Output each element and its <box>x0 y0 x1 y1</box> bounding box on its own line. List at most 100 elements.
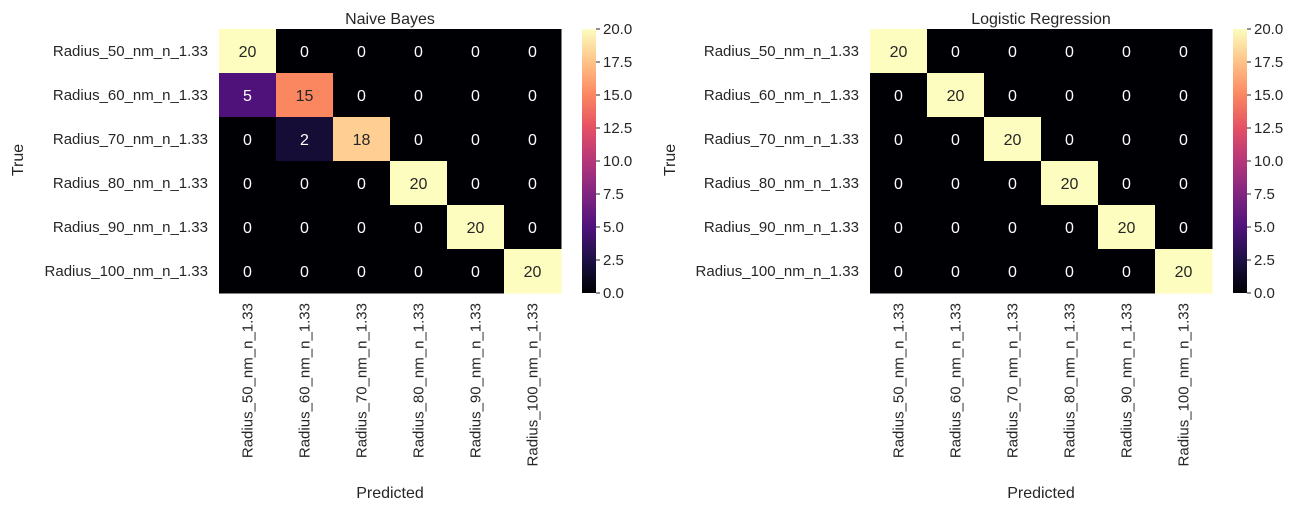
colorbar-tick-label: 2.5 <box>1254 252 1275 269</box>
heatmap-cell <box>390 29 448 74</box>
panel-naive-bayes: Naive Bayes 20 0 0 0 0 0 5 15 0 0 0 0 0 2 18 0 0 0 0 0 0 20 0 0… <box>10 11 632 502</box>
heatmap-cell <box>333 161 391 206</box>
cell-value-label: 0 <box>894 132 903 149</box>
heatmap-cell <box>390 205 448 250</box>
cell-value-label: 20 <box>947 88 965 105</box>
heatmap-cell <box>447 73 505 118</box>
cell-value-label: 2 <box>300 132 309 149</box>
cell-value-label: 20 <box>467 220 485 237</box>
heatmap-cell <box>1155 249 1213 294</box>
heatmap-cell <box>1041 117 1099 162</box>
x-tick-label: Radius_100_nm_n_1.33 <box>1176 303 1193 466</box>
cell-value-label: 20 <box>524 264 542 281</box>
colorbar-ticks: 0.0 2.5 5.0 7.5 10.0 12.5 15.0 17.5 20.0 <box>596 21 632 302</box>
heatmap-cell <box>1098 205 1156 250</box>
cell-value-label: 0 <box>243 132 252 149</box>
cell-value-label: 0 <box>951 264 960 281</box>
cell-value-label: 0 <box>471 176 480 193</box>
colorbar <box>1233 29 1247 293</box>
cell-value-label: 0 <box>357 44 366 61</box>
cell-value-label: 0 <box>1122 88 1131 105</box>
cell-value-label: 18 <box>353 132 371 149</box>
x-tick-labels: Radius_50_nm_n_1.33 Radius_60_nm_n_1.33 Ra… <box>891 303 1193 466</box>
y-axis-label: True <box>662 144 679 176</box>
heatmap-cell <box>984 249 1042 294</box>
cell-value-label: 0 <box>528 44 537 61</box>
heatmap-cell <box>1041 73 1099 118</box>
heatmap-cell <box>390 249 448 294</box>
heatmap-cell <box>1041 249 1099 294</box>
cell-value-label: 0 <box>414 264 423 281</box>
heatmap-cell <box>984 205 1042 250</box>
cell-value-label: 20 <box>1061 176 1079 193</box>
heatmap-cell <box>390 73 448 118</box>
heatmap-cell <box>333 205 391 250</box>
cell-value-label: 0 <box>1008 264 1017 281</box>
heatmap-cells: 20 0 0 0 0 0 5 15 0 0 0 0 0 2 18 0 0 0 0 0 0 20 0 0 0 0 0 0 20 0 0 0 0 0 0… <box>219 29 562 294</box>
heatmap-cell <box>276 205 334 250</box>
cell-value-label: 0 <box>300 44 309 61</box>
colorbar-tick-label: 17.5 <box>603 54 632 71</box>
cell-value-label: 0 <box>414 220 423 237</box>
y-tick-label: Radius_70_nm_n_1.33 <box>704 131 859 148</box>
colorbar <box>582 29 596 293</box>
cell-value-label: 0 <box>1065 88 1074 105</box>
heatmap-cell <box>984 161 1042 206</box>
cell-value-label: 0 <box>471 88 480 105</box>
heatmap-cell <box>1098 117 1156 162</box>
chart-title: Logistic Regression <box>971 11 1111 28</box>
cell-value-label: 0 <box>1179 44 1188 61</box>
heatmap-cell <box>1098 161 1156 206</box>
heatmap-cell <box>276 73 334 118</box>
heatmap-cell <box>504 249 562 294</box>
colorbar-tick-label: 12.5 <box>1254 120 1283 137</box>
heatmap-cell <box>1155 73 1213 118</box>
cell-value-label: 0 <box>414 132 423 149</box>
cell-value-label: 0 <box>357 264 366 281</box>
heatmap-cell <box>984 29 1042 74</box>
cell-value-label: 0 <box>528 220 537 237</box>
cell-value-label: 0 <box>528 132 537 149</box>
heatmap-cell <box>1041 205 1099 250</box>
cell-value-label: 0 <box>951 132 960 149</box>
y-tick-label: Radius_60_nm_n_1.33 <box>704 87 859 104</box>
heatmap-cell <box>333 29 391 74</box>
heatmap-cell <box>870 117 928 162</box>
x-tick-label: Radius_50_nm_n_1.33 <box>891 303 908 458</box>
heatmap-cell <box>276 29 334 74</box>
heatmap-cell <box>219 161 277 206</box>
heatmap-cell <box>1041 161 1099 206</box>
chart-title: Naive Bayes <box>345 11 435 28</box>
y-tick-labels: Radius_50_nm_n_1.33 Radius_60_nm_n_1.33 Ra… <box>696 43 859 280</box>
heatmap-cell <box>333 117 391 162</box>
heatmap-cell <box>870 29 928 74</box>
cell-value-label: 0 <box>471 264 480 281</box>
cell-value-label: 0 <box>243 220 252 237</box>
cell-value-label: 0 <box>243 264 252 281</box>
heatmap-cell <box>870 161 928 206</box>
cell-value-label: 0 <box>951 220 960 237</box>
cell-value-label: 20 <box>1004 132 1022 149</box>
y-axis-label: True <box>10 144 27 176</box>
cell-value-label: 0 <box>1065 44 1074 61</box>
cell-value-label: 20 <box>410 176 428 193</box>
heatmap-cell <box>447 29 505 74</box>
x-tick-label: Radius_80_nm_n_1.33 <box>411 303 428 458</box>
cell-value-label: 0 <box>300 264 309 281</box>
cell-value-label: 0 <box>1179 88 1188 105</box>
heatmap-cell <box>333 249 391 294</box>
y-tick-label: Radius_100_nm_n_1.33 <box>696 263 859 280</box>
heatmap-cell <box>1155 29 1213 74</box>
cell-value-label: 0 <box>951 44 960 61</box>
colorbar-tick-label: 0.0 <box>603 285 624 302</box>
colorbar-tick-label: 20.0 <box>1254 21 1283 38</box>
cell-value-label: 0 <box>1179 220 1188 237</box>
cell-value-label: 5 <box>243 88 252 105</box>
cell-value-label: 0 <box>414 88 423 105</box>
cell-value-label: 0 <box>951 176 960 193</box>
heatmap-cell <box>333 73 391 118</box>
cell-value-label: 0 <box>471 132 480 149</box>
heatmap-cell <box>927 29 985 74</box>
heatmap-cell <box>390 161 448 206</box>
colorbar-ticks: 0.0 2.5 5.0 7.5 10.0 12.5 15.0 17.5 20.0 <box>1247 21 1283 302</box>
